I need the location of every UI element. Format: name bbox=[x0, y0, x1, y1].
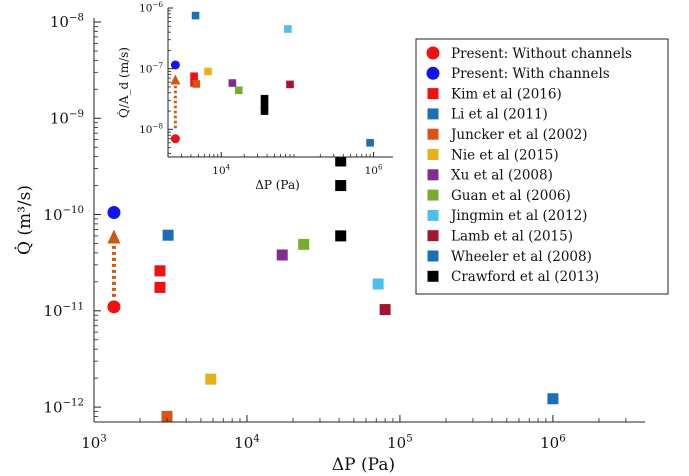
inset-point-6-0 bbox=[228, 79, 237, 87]
inset-y-tick-label-0: 10−8 bbox=[139, 121, 163, 136]
legend-label-4: Juncker et al (2002) bbox=[449, 127, 588, 143]
legend-label-2: Kim et al (2016) bbox=[451, 86, 562, 102]
legend-marker-6 bbox=[427, 169, 439, 181]
inset-point-2-0 bbox=[190, 72, 198, 81]
main-point-0-0 bbox=[107, 300, 121, 314]
legend-label-0: Present: Without channels bbox=[451, 46, 632, 62]
legend-marker-1 bbox=[426, 66, 440, 80]
main-x-tick-label-2: 105 bbox=[387, 433, 413, 452]
legend-label-10: Wheeler et al (2008) bbox=[451, 249, 592, 265]
main-point-2-1 bbox=[154, 281, 166, 293]
main-x-axis-label: ΔP (Pa) bbox=[332, 455, 395, 475]
inset-point-5-0 bbox=[204, 67, 212, 76]
main-point-11-2 bbox=[335, 230, 347, 242]
legend-label-7: Guan et al (2006) bbox=[451, 188, 571, 204]
legend-marker-4 bbox=[427, 128, 439, 140]
inset-point-11-1 bbox=[260, 101, 269, 109]
legend-marker-2 bbox=[427, 88, 439, 100]
inset-point-8-0 bbox=[284, 25, 292, 33]
inset-plot: 104 106 10−8 10−7 10−6 ΔP (Pa) Q̇/A_d (m/s) bbox=[116, 0, 393, 192]
legend-marker-10 bbox=[427, 250, 439, 262]
inset-y-axis-label: Q̇/A_d (m/s) bbox=[116, 47, 131, 118]
legend-marker-11 bbox=[427, 270, 439, 282]
legend-marker-7 bbox=[427, 189, 439, 201]
inset-point-11-2 bbox=[260, 107, 269, 115]
inset-y-tick-label-2: 10−6 bbox=[139, 0, 163, 15]
main-plot: 103 104 105 106 10−12 10−11 10−10 10−9 10−8 ΔP (P… bbox=[15, 12, 645, 475]
main-y-tick-label-0: 10−12 bbox=[43, 398, 84, 417]
main-y-tick-label-2: 10−10 bbox=[43, 205, 84, 224]
main-point-10-0 bbox=[547, 393, 559, 405]
main-point-2-0 bbox=[154, 265, 166, 277]
inset-point-1-0 bbox=[170, 60, 180, 70]
inset-x-tick-label-1: 106 bbox=[365, 162, 383, 177]
main-y-tick-label-3: 10−9 bbox=[50, 109, 84, 128]
inset-plot-background bbox=[168, 8, 393, 157]
inset-arrow-head bbox=[170, 74, 181, 85]
main-point-6-0 bbox=[276, 249, 288, 261]
main-point-11-1 bbox=[335, 180, 347, 192]
main-point-1-0 bbox=[107, 205, 121, 219]
legend-label-5: Nie et al (2015) bbox=[451, 147, 559, 163]
inset-point-11-0 bbox=[260, 94, 269, 103]
main-point-8-0 bbox=[372, 278, 384, 290]
legend-label-1: Present: With channels bbox=[451, 66, 610, 82]
legend-marker-8 bbox=[427, 209, 439, 221]
legend: Present: Without channels Present: With c… bbox=[415, 38, 669, 295]
inset-point-4-0 bbox=[192, 80, 201, 88]
main-x-tick-label-1: 104 bbox=[234, 433, 260, 452]
main-point-11-0 bbox=[335, 155, 347, 167]
legend-label-8: Jingmin et al (2012) bbox=[449, 208, 587, 224]
inset-point-7-0 bbox=[234, 86, 243, 95]
legend-label-6: Xu et al (2008) bbox=[451, 168, 553, 184]
legend-label-11: Crawford et al (2013) bbox=[451, 269, 599, 285]
inset-point-9-0 bbox=[286, 80, 294, 89]
inset-x-tick-label-0: 104 bbox=[212, 162, 230, 177]
legend-label-3: Li et al (2011) bbox=[451, 107, 548, 123]
legend-marker-3 bbox=[427, 108, 439, 120]
legend-marker-9 bbox=[427, 230, 439, 242]
main-point-3-0 bbox=[162, 229, 174, 241]
main-y-axis-label: Q̇ (m³/s) bbox=[15, 185, 35, 255]
main-point-4-0 bbox=[161, 410, 173, 422]
main-point-9-0 bbox=[379, 304, 391, 316]
inset-point-10-0 bbox=[366, 138, 374, 147]
inset-x-axis-label: ΔP (Pa) bbox=[255, 178, 300, 192]
main-point-5-0 bbox=[205, 373, 217, 385]
legend-marker-0 bbox=[426, 46, 440, 60]
inset-point-3-0 bbox=[191, 11, 200, 20]
main-point-7-0 bbox=[298, 238, 310, 250]
legend-box bbox=[415, 38, 669, 295]
main-x-tick-label-0: 103 bbox=[81, 433, 107, 452]
legend-marker-5 bbox=[427, 149, 439, 160]
legend-label-9: Lamb et al (2015) bbox=[451, 229, 573, 245]
inset-y-tick-label-1: 10−7 bbox=[139, 61, 163, 76]
main-x-tick-label-3: 106 bbox=[540, 433, 566, 452]
inset-point-0-0 bbox=[170, 134, 180, 144]
main-y-tick-label-1: 10−11 bbox=[43, 301, 84, 320]
main-arrow-head bbox=[107, 229, 121, 244]
main-y-tick-label-4: 10−8 bbox=[50, 12, 84, 31]
